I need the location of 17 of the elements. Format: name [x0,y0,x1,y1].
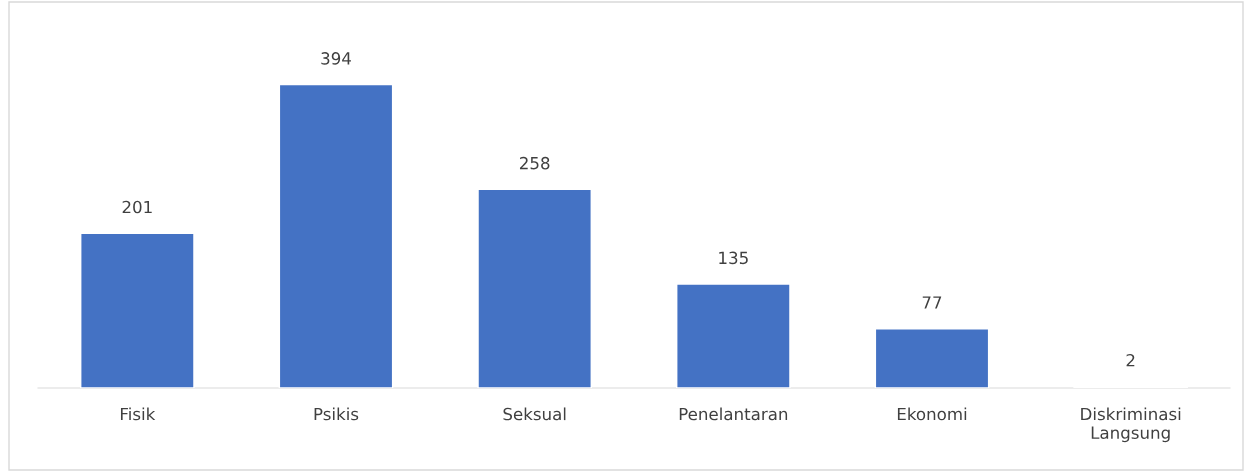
x-tick-label: Seksual [503,407,566,421]
x-tick-label: Psikis [314,407,359,421]
data-label: 201 [122,200,152,214]
data-label: 258 [519,156,550,170]
bar [477,188,592,388]
x-tick-label: Diskriminasi Langsung [1081,407,1181,443]
bar [278,83,394,388]
bar [676,283,791,388]
bar [80,232,195,388]
x-tick-label: Ekonomi [897,407,967,421]
x-tick-label: Penelantaran [679,407,788,421]
data-label: 2 [1126,353,1135,367]
data-label: 77 [922,296,942,309]
bar [874,328,990,388]
x-tick-label: Fisik [120,407,156,421]
data-label: 394 [321,52,351,65]
data-label: 135 [719,251,748,265]
